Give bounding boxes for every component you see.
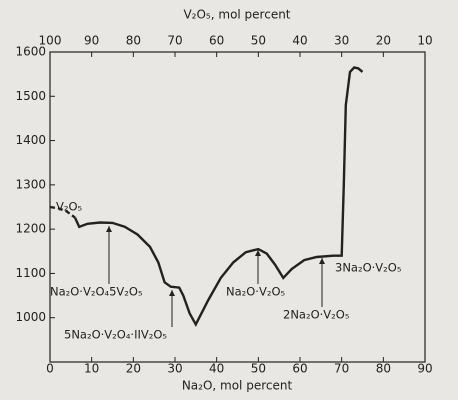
annotation: V₂O₅ xyxy=(56,200,83,214)
x-tick-label: 0 xyxy=(46,362,54,376)
top-tick-label: 10 xyxy=(417,34,432,48)
x-tick-label: 10 xyxy=(84,362,99,376)
x-tick-label: 40 xyxy=(209,362,224,376)
y-tick-label: 1400 xyxy=(15,133,46,147)
top-tick-label: 30 xyxy=(334,34,349,48)
y-tick-label: 1500 xyxy=(15,89,46,103)
top-tick-label: 50 xyxy=(251,34,266,48)
top-tick-label: 90 xyxy=(84,34,99,48)
top-tick-label: 20 xyxy=(376,34,391,48)
arrow-head xyxy=(169,290,175,296)
annotation: 2Na₂O·V₂O₅ xyxy=(283,308,350,322)
top-tick-label: 100 xyxy=(39,34,62,48)
x-tick-label: 50 xyxy=(251,362,266,376)
y-tick-label: 1100 xyxy=(15,266,46,280)
top-tick-label: 80 xyxy=(126,34,141,48)
top-tick-label: 40 xyxy=(292,34,307,48)
arrow-head xyxy=(255,250,261,256)
liquidus-line xyxy=(73,66,364,327)
x-tick-label: 80 xyxy=(376,362,391,376)
x-tick-label: 30 xyxy=(167,362,182,376)
top-axis-title: V₂O₅, mol percent xyxy=(183,8,290,22)
y-tick-label: 1200 xyxy=(15,222,46,236)
top-tick-label: 70 xyxy=(167,34,182,48)
x-tick-label: 70 xyxy=(334,362,349,376)
annotation: Na₂O·V₂O₅ xyxy=(226,285,285,299)
y-tick-label: 1000 xyxy=(15,310,46,324)
annotation: Na₂O·V₂O₄5V₂O₅ xyxy=(50,285,143,299)
arrow-head xyxy=(106,226,112,232)
arrow-head xyxy=(319,258,325,264)
top-tick-label: 60 xyxy=(209,34,224,48)
plot-frame xyxy=(49,51,426,363)
x-tick-label: 60 xyxy=(292,362,307,376)
y-tick-label: 1300 xyxy=(15,177,46,191)
x-tick-label: 20 xyxy=(126,362,141,376)
x-axis-title: Na₂O, mol percent xyxy=(182,379,293,393)
x-tick-label: 90 xyxy=(417,362,432,376)
y-tick-label: 1600 xyxy=(15,45,46,59)
annotation: 3Na₂O·V₂O₅ xyxy=(335,261,402,275)
liquidus-line xyxy=(49,205,76,219)
annotation: 5Na₂O·V₂O₄·IIV₂O₅ xyxy=(64,328,167,342)
